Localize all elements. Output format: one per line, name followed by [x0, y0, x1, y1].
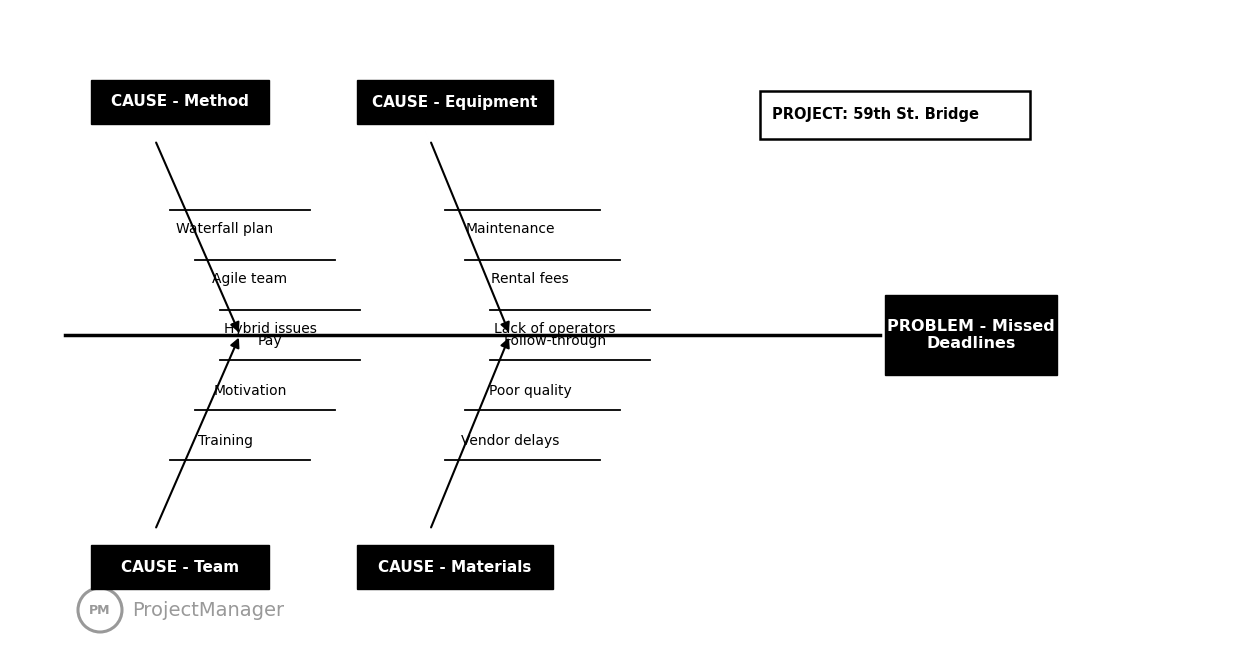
Text: PROBLEM - Missed
Deadlines: PROBLEM - Missed Deadlines: [887, 319, 1055, 351]
Bar: [885, 295, 1057, 375]
Bar: [357, 80, 553, 124]
Bar: [92, 545, 270, 589]
Text: PROJECT: 59th St. Bridge: PROJECT: 59th St. Bridge: [772, 108, 979, 122]
Bar: [92, 80, 270, 124]
Text: Lack of operators: Lack of operators: [494, 322, 616, 336]
Text: CAUSE - Equipment: CAUSE - Equipment: [372, 94, 538, 110]
Text: Pay: Pay: [257, 334, 282, 348]
Text: Rental fees: Rental fees: [492, 272, 569, 286]
Text: Agile team: Agile team: [212, 272, 287, 286]
Bar: [760, 91, 1030, 139]
Text: CAUSE - Team: CAUSE - Team: [120, 559, 240, 575]
Text: PM: PM: [89, 603, 110, 617]
Text: Vendor delays: Vendor delays: [460, 434, 559, 448]
Text: Poor quality: Poor quality: [489, 384, 572, 398]
Text: Motivation: Motivation: [213, 384, 287, 398]
Text: Hybrid issues: Hybrid issues: [223, 322, 316, 336]
Text: Training: Training: [197, 434, 252, 448]
Text: Waterfall plan: Waterfall plan: [177, 222, 273, 236]
Bar: [357, 545, 553, 589]
Text: Maintenance: Maintenance: [465, 222, 554, 236]
Text: CAUSE - Method: CAUSE - Method: [112, 94, 250, 110]
Text: ProjectManager: ProjectManager: [132, 601, 285, 619]
Text: CAUSE - Materials: CAUSE - Materials: [379, 559, 532, 575]
Text: Follow-through: Follow-through: [503, 334, 607, 348]
